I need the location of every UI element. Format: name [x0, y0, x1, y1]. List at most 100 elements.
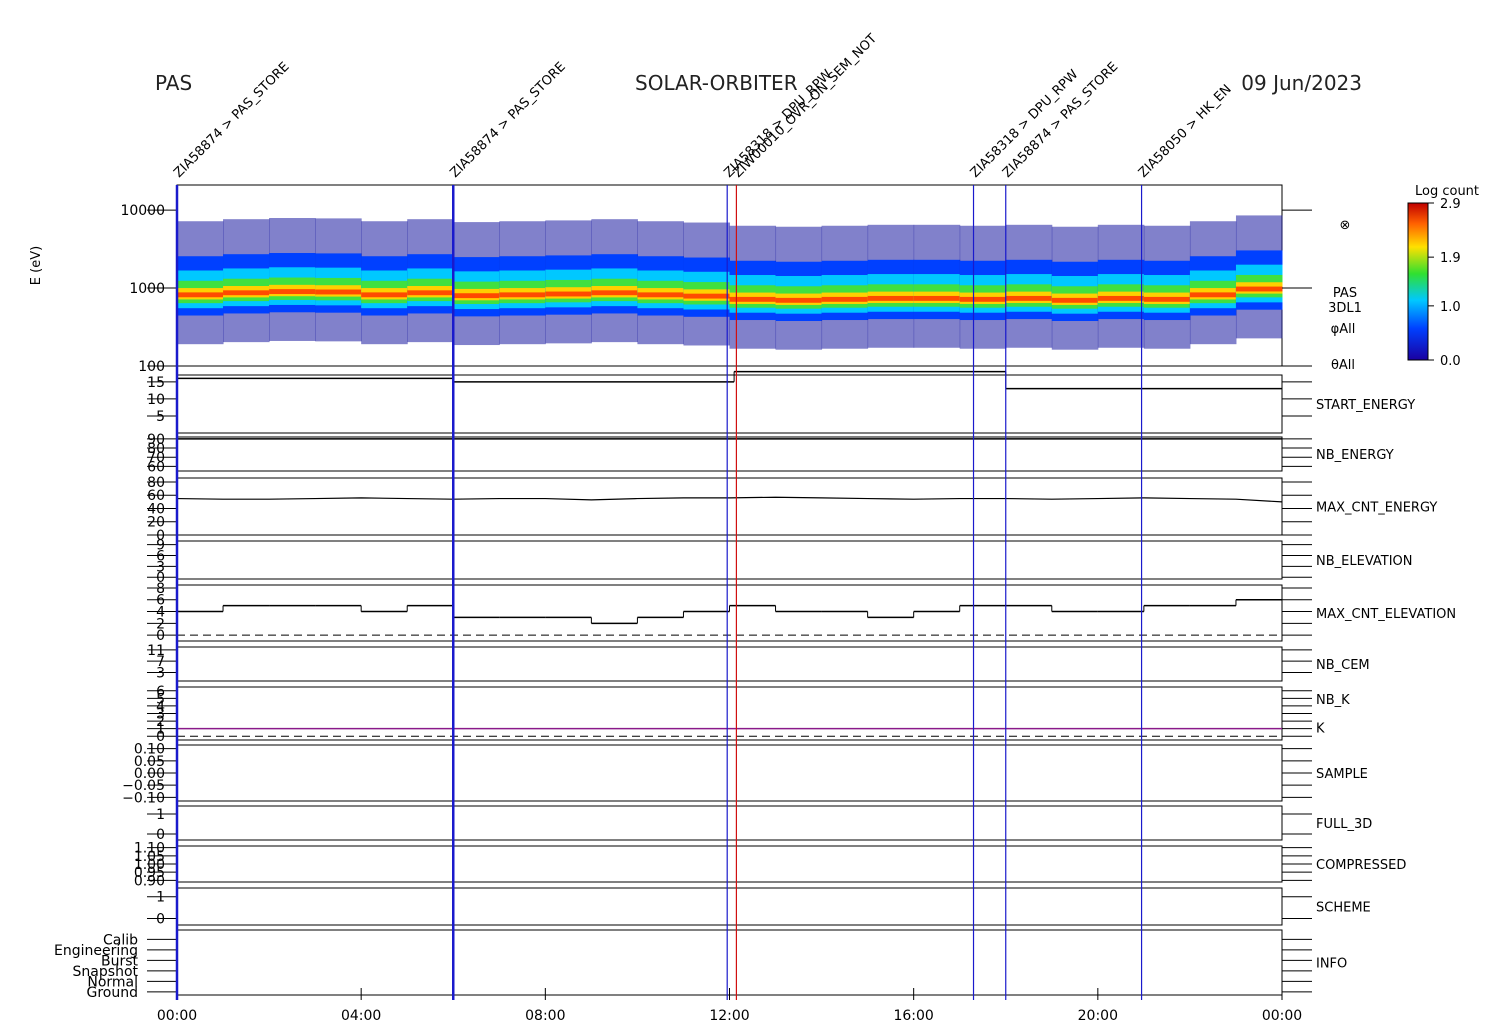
- spectrogram-band: [499, 292, 546, 298]
- panel-name: MAX_CNT_ELEVATION: [1316, 607, 1456, 622]
- y-tick-label: 1: [156, 890, 165, 906]
- spectrogram-band: [177, 292, 224, 298]
- header-right: 09 Jun/2023: [1241, 71, 1362, 95]
- y-tick-label: 1.00: [134, 857, 165, 873]
- y-tick-label: 11: [147, 643, 165, 659]
- y-tick-label: −0.10: [122, 790, 165, 806]
- y-tick-label: 90: [147, 432, 165, 448]
- event-label: ZIA58874 > PAS_STORE: [447, 60, 568, 181]
- panel-name: NB_K: [1316, 693, 1350, 708]
- y-tick-label: 8: [156, 581, 165, 597]
- y-tick-label: Burst: [101, 953, 139, 969]
- y-tick-label: 6: [156, 548, 165, 564]
- spectrogram-band: [775, 297, 823, 303]
- colorbar-tick-label: 2.9: [1440, 197, 1461, 212]
- panel-name: NB_ELEVATION: [1316, 554, 1413, 569]
- y-tick-label: 0: [156, 570, 165, 586]
- data-line: [176, 496, 1283, 503]
- spectrogram-band: [1005, 295, 1053, 301]
- panel-frame: [176, 477, 1283, 536]
- spectrogram-band: [959, 296, 1007, 302]
- side-label: 3DL1: [1328, 301, 1362, 316]
- y-tick-label: Calib: [103, 932, 138, 948]
- y-tick-label: 2: [156, 616, 165, 632]
- y-tick-label: 100: [138, 359, 165, 375]
- x-tick-label: 08:00: [525, 1008, 565, 1020]
- side-label: θAll: [1331, 358, 1355, 373]
- panel-name: SCHEME: [1316, 901, 1371, 916]
- colorbar: [1407, 202, 1429, 361]
- y-tick-label: 1.10: [134, 841, 165, 857]
- y-tick-label: 80: [147, 475, 165, 491]
- y-tick-label: Engineering: [54, 943, 138, 959]
- spectrogram-band: [315, 289, 362, 295]
- spectrogram-band: [683, 293, 730, 299]
- panel-name: SAMPLE: [1316, 767, 1368, 782]
- panel-name: FULL_3D: [1316, 817, 1372, 832]
- panel-name: K: [1316, 722, 1325, 737]
- y-tick-label: 0.00: [134, 766, 165, 782]
- y-tick-label: 6: [156, 684, 165, 700]
- y-tick-label: 0: [156, 729, 165, 745]
- panel-frame: [176, 929, 1283, 996]
- y-tick-label: 70: [147, 450, 165, 466]
- x-tick-label: 00:00: [157, 1008, 197, 1020]
- spectrogram-band: [729, 296, 777, 302]
- event-label: ZIW00010_OVR_ON_SEM_NOT: [731, 31, 881, 181]
- side-label: ⊗: [1340, 218, 1351, 233]
- side-label: φAll: [1331, 322, 1356, 337]
- spectrogram-band: [1189, 292, 1237, 298]
- y-tick-label: 0.90: [134, 873, 165, 889]
- x-tick-label: 20:00: [1078, 1008, 1118, 1020]
- panel-frame: [176, 887, 1283, 926]
- x-tick-label: 12:00: [709, 1008, 749, 1020]
- spectrogram-band: [545, 291, 592, 297]
- y-tick-label: 0: [156, 911, 165, 927]
- y-tick-label: 10: [147, 392, 165, 408]
- y-tick-label: 1: [156, 807, 165, 823]
- y-tick-label: 4: [156, 699, 165, 715]
- spectrogram-band: [867, 295, 915, 301]
- y-tick-label: 4: [156, 605, 165, 621]
- colorbar-tick-label: 1.0: [1440, 300, 1461, 315]
- x-tick-label: 00:00: [1262, 1008, 1302, 1020]
- spectrogram-band: [913, 295, 961, 301]
- y-tick-label: 6: [156, 593, 165, 609]
- panel-frame: [176, 540, 1283, 580]
- spectrogram-band: [821, 296, 869, 302]
- y-tick-label: 0: [156, 628, 165, 644]
- spectrogram-band: [637, 292, 684, 298]
- y-tick-label: 0.10: [134, 742, 165, 758]
- y-tick-label: 10000: [120, 203, 165, 219]
- y-tick-label: 60: [147, 488, 165, 504]
- panel-name: MAX_CNT_ENERGY: [1316, 501, 1437, 516]
- colorbar-tick-label: 1.9: [1440, 251, 1461, 266]
- side-label: PAS: [1333, 286, 1357, 301]
- panel-name: START_ENERGY: [1316, 398, 1415, 413]
- colorbar-tick-label: 0.0: [1440, 354, 1461, 369]
- y-tick-label: 0.95: [134, 865, 165, 881]
- y-tick-label: 3: [156, 707, 165, 723]
- spectrogram-band: [361, 292, 408, 298]
- y-tick-label: 0: [156, 528, 165, 544]
- y-tick-label: 3: [156, 666, 165, 682]
- panel-frame: [176, 686, 1283, 741]
- y-tick-label: 1.05: [134, 849, 165, 865]
- y-tick-label: 5: [156, 409, 165, 425]
- y-axis-label: E (eV): [29, 246, 44, 285]
- colorbar-title: Log count: [1415, 184, 1479, 199]
- panel-frame: [176, 646, 1283, 682]
- spectrogram-band: [1097, 295, 1145, 301]
- panel-frame: [176, 845, 1283, 883]
- y-tick-label: 0: [156, 827, 165, 843]
- x-tick-label: 04:00: [341, 1008, 381, 1020]
- panel-name: INFO: [1316, 957, 1347, 972]
- spectrogram-band: [591, 290, 638, 296]
- panel-name: COMPRESSED: [1316, 858, 1406, 873]
- panel-frame: [176, 805, 1283, 841]
- spectrogram-band: [1143, 296, 1191, 302]
- spectrogram-band: [1051, 297, 1099, 303]
- x-tick-label: 16:00: [893, 1008, 933, 1020]
- y-tick-label: 15: [147, 375, 165, 391]
